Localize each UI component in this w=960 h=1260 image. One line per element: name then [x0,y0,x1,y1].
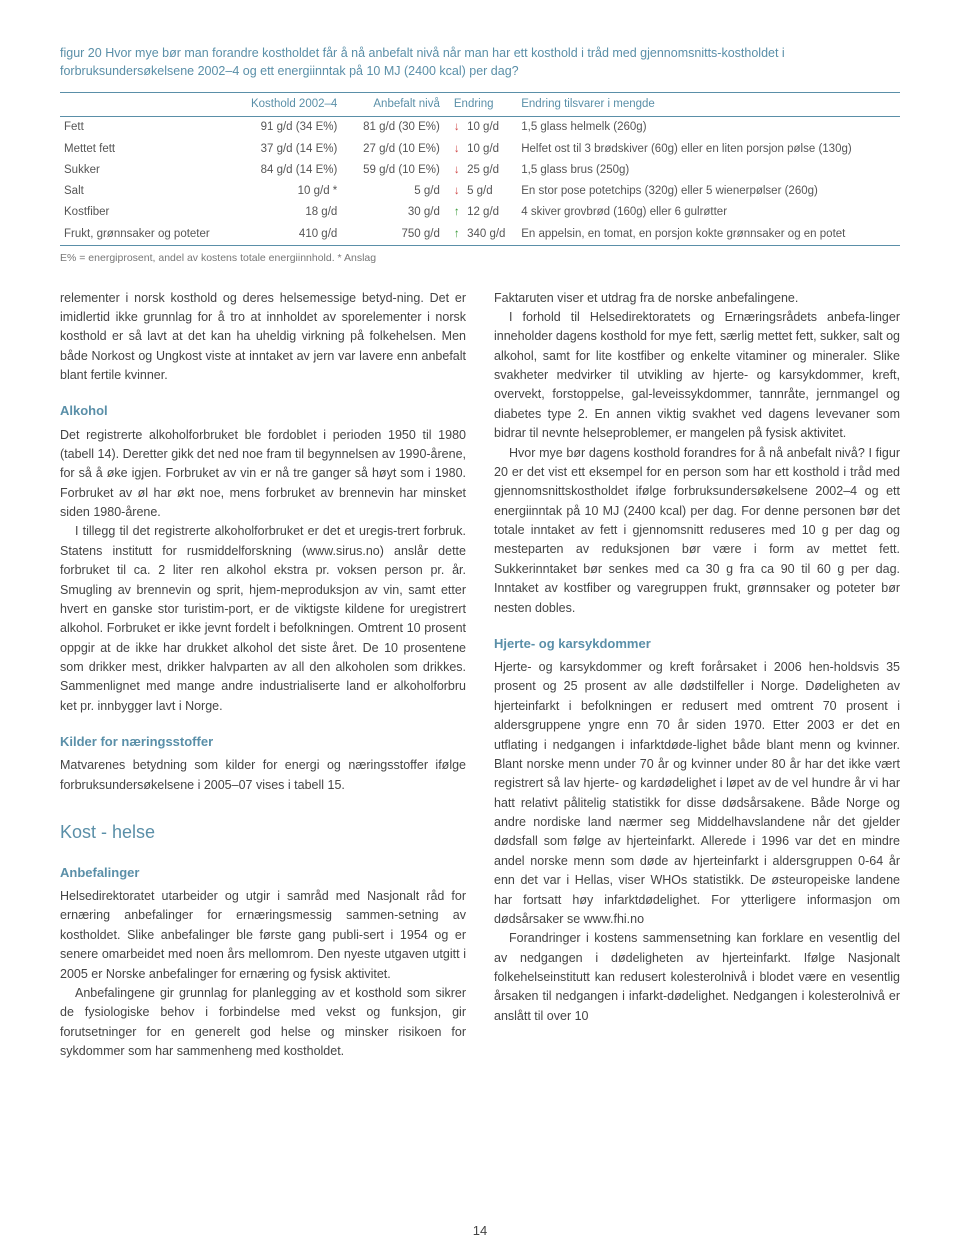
right-column: Faktaruten viser et utdrag fra de norske… [494,289,900,1062]
heading-alkohol: Alkohol [60,401,466,421]
body-text: Helsedirektoratet utarbeider og utgir i … [60,887,466,984]
row-change: ↑ 340 g/d [450,224,517,246]
th-blank [60,93,234,117]
table-row: Frukt, grønnsaker og poteter410 g/d750 g… [60,224,900,246]
row-recommended: 30 g/d [347,202,450,223]
th-kosthold: Kosthold 2002–4 [234,93,347,117]
row-current: 84 g/d (14 E%) [234,160,347,181]
row-label: Salt [60,181,234,202]
row-current: 18 g/d [234,202,347,223]
row-label: Mettet fett [60,139,234,160]
heading-hjerte: Hjerte- og karsykdommer [494,634,900,654]
row-description: En stor pose potetchips (320g) eller 5 w… [517,181,900,202]
body-text: Hvor mye bør dagens kosthold forandres f… [494,444,900,618]
figure-caption: figur 20 Hvor mye bør man forandre kosth… [60,45,900,80]
left-column: relementer i norsk kosthold og deres hel… [60,289,466,1062]
th-desc: Endring tilsvarer i mengde [517,93,900,117]
figure-label: figur 20 [60,46,102,60]
body-text: Faktaruten viser et utdrag fra de norske… [494,289,900,308]
row-description: Helfet ost til 3 brødskiver (60g) eller … [517,139,900,160]
row-description: 1,5 glass brus (250g) [517,160,900,181]
table-row: Mettet fett37 g/d (14 E%)27 g/d (10 E%)↓… [60,139,900,160]
row-label: Frukt, grønnsaker og poteter [60,224,234,246]
figure-caption-text: Hvor mye bør man forandre kostholdet får… [60,46,785,78]
table-row: Salt10 g/d *5 g/d↓ 5 g/dEn stor pose pot… [60,181,900,202]
arrow-down-icon: ↓ [454,119,464,136]
arrow-up-icon: ↑ [454,204,464,221]
row-description: 4 skiver grovbrød (160g) eller 6 gulrøtt… [517,202,900,223]
row-current: 91 g/d (34 E%) [234,117,347,139]
body-columns: relementer i norsk kosthold og deres hel… [60,289,900,1062]
body-text: Anbefalingene gir grunnlag for planleggi… [60,984,466,1062]
row-change: ↓ 5 g/d [450,181,517,202]
body-text: Forandringer i kostens sammensetning kan… [494,929,900,1026]
row-recommended: 27 g/d (10 E%) [347,139,450,160]
row-change: ↓ 10 g/d [450,139,517,160]
page-number: 14 [0,1221,960,1241]
arrow-up-icon: ↑ [454,226,464,243]
table-row: Kostfiber18 g/d30 g/d↑ 12 g/d4 skiver gr… [60,202,900,223]
row-change: ↓ 25 g/d [450,160,517,181]
row-recommended: 81 g/d (30 E%) [347,117,450,139]
heading-anbefalinger: Anbefalinger [60,863,466,883]
arrow-down-icon: ↓ [454,141,464,158]
heading-kilder: Kilder for næringsstoffer [60,732,466,752]
th-endring: Endring [450,93,517,117]
row-change: ↑ 12 g/d [450,202,517,223]
body-text: Hjerte- og karsykdommer og kreft forårsa… [494,658,900,929]
row-description: 1,5 glass helmelk (260g) [517,117,900,139]
table-row: Sukker84 g/d (14 E%)59 g/d (10 E%)↓ 25 g… [60,160,900,181]
row-change: ↓ 10 g/d [450,117,517,139]
arrow-down-icon: ↓ [454,183,464,200]
row-label: Kostfiber [60,202,234,223]
row-description: En appelsin, en tomat, en porsjon kokte … [517,224,900,246]
body-text: I forhold til Helsedirektoratets og Ernæ… [494,308,900,444]
body-text: relementer i norsk kosthold og deres hel… [60,289,466,386]
table-footnote: E% = energiprosent, andel av kostens tot… [60,251,900,267]
table-row: Fett91 g/d (34 E%)81 g/d (30 E%)↓ 10 g/d… [60,117,900,139]
row-label: Sukker [60,160,234,181]
row-current: 10 g/d * [234,181,347,202]
body-text: I tillegg til det registrerte alkoholfor… [60,522,466,716]
row-recommended: 59 g/d (10 E%) [347,160,450,181]
table-header-row: Kosthold 2002–4 Anbefalt nivå Endring En… [60,93,900,117]
th-anbefalt: Anbefalt nivå [347,93,450,117]
section-heading-kost-helse: Kost - helse [60,819,466,847]
body-text: Matvarenes betydning som kilder for ener… [60,756,466,795]
row-current: 410 g/d [234,224,347,246]
data-table: Kosthold 2002–4 Anbefalt nivå Endring En… [60,92,900,246]
row-current: 37 g/d (14 E%) [234,139,347,160]
arrow-down-icon: ↓ [454,162,464,179]
row-recommended: 5 g/d [347,181,450,202]
row-label: Fett [60,117,234,139]
body-text: Det registrerte alkoholforbruket ble for… [60,426,466,523]
row-recommended: 750 g/d [347,224,450,246]
